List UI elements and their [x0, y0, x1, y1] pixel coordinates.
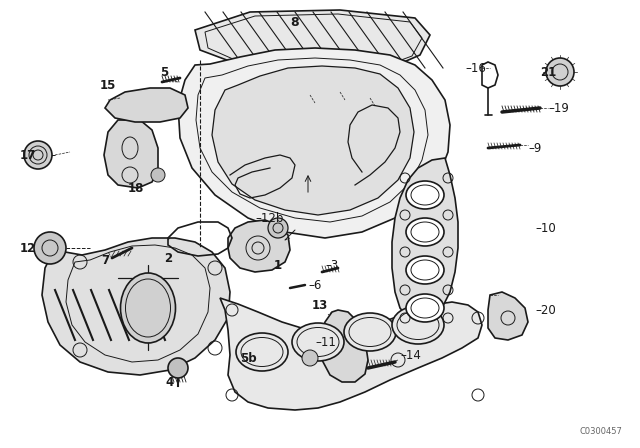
Polygon shape	[104, 120, 158, 188]
Text: –12b: –12b	[255, 211, 284, 224]
Text: –19: –19	[548, 102, 569, 115]
Polygon shape	[228, 220, 290, 272]
Text: 17: 17	[20, 148, 36, 161]
Text: –3: –3	[325, 258, 339, 271]
Polygon shape	[392, 158, 458, 322]
Text: 5b: 5b	[240, 352, 256, 365]
Text: 18: 18	[128, 181, 144, 194]
Ellipse shape	[292, 323, 344, 361]
Text: 15: 15	[100, 78, 116, 91]
Ellipse shape	[406, 256, 444, 284]
Text: –9: –9	[528, 142, 541, 155]
Polygon shape	[178, 48, 450, 238]
Text: 12: 12	[20, 241, 36, 254]
Circle shape	[168, 358, 188, 378]
Text: 1: 1	[274, 258, 282, 271]
Circle shape	[34, 232, 66, 264]
Ellipse shape	[236, 333, 288, 371]
Polygon shape	[42, 238, 230, 375]
Circle shape	[151, 168, 165, 182]
Polygon shape	[212, 66, 414, 215]
Polygon shape	[220, 298, 482, 410]
Polygon shape	[195, 10, 430, 72]
Text: –16: –16	[465, 61, 486, 74]
Ellipse shape	[120, 273, 175, 343]
Ellipse shape	[406, 181, 444, 209]
Text: 7: 7	[101, 254, 109, 267]
Text: –20: –20	[535, 303, 556, 316]
Text: 13: 13	[312, 298, 328, 311]
Ellipse shape	[344, 313, 396, 351]
Circle shape	[24, 141, 52, 169]
Text: 2: 2	[164, 251, 172, 264]
Text: 5: 5	[160, 65, 168, 78]
Circle shape	[302, 350, 318, 366]
Text: –11: –11	[315, 336, 336, 349]
Polygon shape	[488, 292, 528, 340]
Polygon shape	[320, 310, 368, 382]
Text: –10: –10	[535, 221, 556, 234]
Ellipse shape	[406, 218, 444, 246]
Text: 4: 4	[166, 375, 174, 388]
Ellipse shape	[392, 306, 444, 344]
Text: 8: 8	[291, 16, 300, 29]
Text: –14: –14	[400, 349, 421, 362]
Circle shape	[268, 218, 288, 238]
Text: C0300457: C0300457	[579, 427, 622, 436]
Text: –6: –6	[308, 279, 321, 292]
Text: 21: 21	[540, 65, 556, 78]
Polygon shape	[105, 88, 188, 122]
Ellipse shape	[406, 294, 444, 322]
Circle shape	[546, 58, 574, 86]
